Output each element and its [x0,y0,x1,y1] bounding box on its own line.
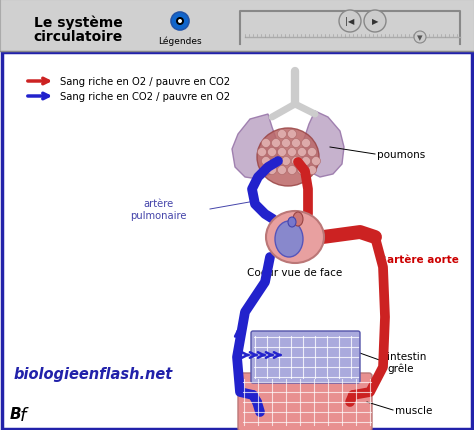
Text: Sang riche en O2 / pauvre en CO2: Sang riche en O2 / pauvre en CO2 [60,77,230,87]
Ellipse shape [266,212,324,264]
Circle shape [277,130,286,139]
Text: Le système: Le système [34,15,122,29]
Circle shape [364,11,386,33]
Ellipse shape [257,129,319,187]
Text: circulatoire: circulatoire [33,30,123,44]
Polygon shape [302,112,344,178]
Text: Sang riche en CO2 / pauvre en O2: Sang riche en CO2 / pauvre en O2 [60,92,230,102]
Circle shape [311,157,320,166]
Text: Légendes: Légendes [158,36,202,46]
Text: Capillaire sanguin: Capillaire sanguin [260,385,350,395]
Circle shape [298,148,307,157]
Text: ▶: ▶ [372,18,378,26]
Text: ▾: ▾ [417,33,423,43]
Circle shape [288,130,297,139]
Ellipse shape [288,218,296,227]
Circle shape [267,166,276,175]
Circle shape [262,157,271,166]
Circle shape [288,166,297,175]
Text: B: B [10,406,22,421]
Text: Coeur vue de face: Coeur vue de face [247,267,343,277]
Ellipse shape [275,221,303,258]
Ellipse shape [293,212,303,227]
Text: muscle: muscle [395,405,432,415]
Circle shape [282,139,291,148]
Circle shape [308,148,317,157]
Circle shape [176,18,184,26]
Circle shape [414,32,426,44]
Text: biologieenflash.net: biologieenflash.net [14,367,173,381]
Circle shape [262,139,271,148]
Text: |◀: |◀ [346,18,355,26]
Text: f: f [20,406,27,424]
Text: poumons: poumons [377,150,425,160]
Circle shape [301,139,310,148]
FancyBboxPatch shape [238,373,372,430]
Circle shape [267,148,276,157]
Text: intestin
grêle: intestin grêle [387,351,427,373]
Circle shape [272,157,281,166]
Circle shape [292,139,301,148]
Circle shape [257,148,266,157]
Polygon shape [232,115,278,180]
Circle shape [308,166,317,175]
Circle shape [298,166,307,175]
Circle shape [301,157,310,166]
Text: artère aorte: artère aorte [387,255,459,264]
Circle shape [292,157,301,166]
Circle shape [277,166,286,175]
Circle shape [282,157,291,166]
FancyBboxPatch shape [0,0,474,52]
Circle shape [277,148,286,157]
Text: artère
pulmonaire: artère pulmonaire [130,199,186,220]
Circle shape [171,13,189,31]
Circle shape [272,139,281,148]
Circle shape [339,11,361,33]
FancyBboxPatch shape [251,331,360,383]
FancyBboxPatch shape [2,53,472,429]
Circle shape [178,20,182,24]
Circle shape [288,148,297,157]
